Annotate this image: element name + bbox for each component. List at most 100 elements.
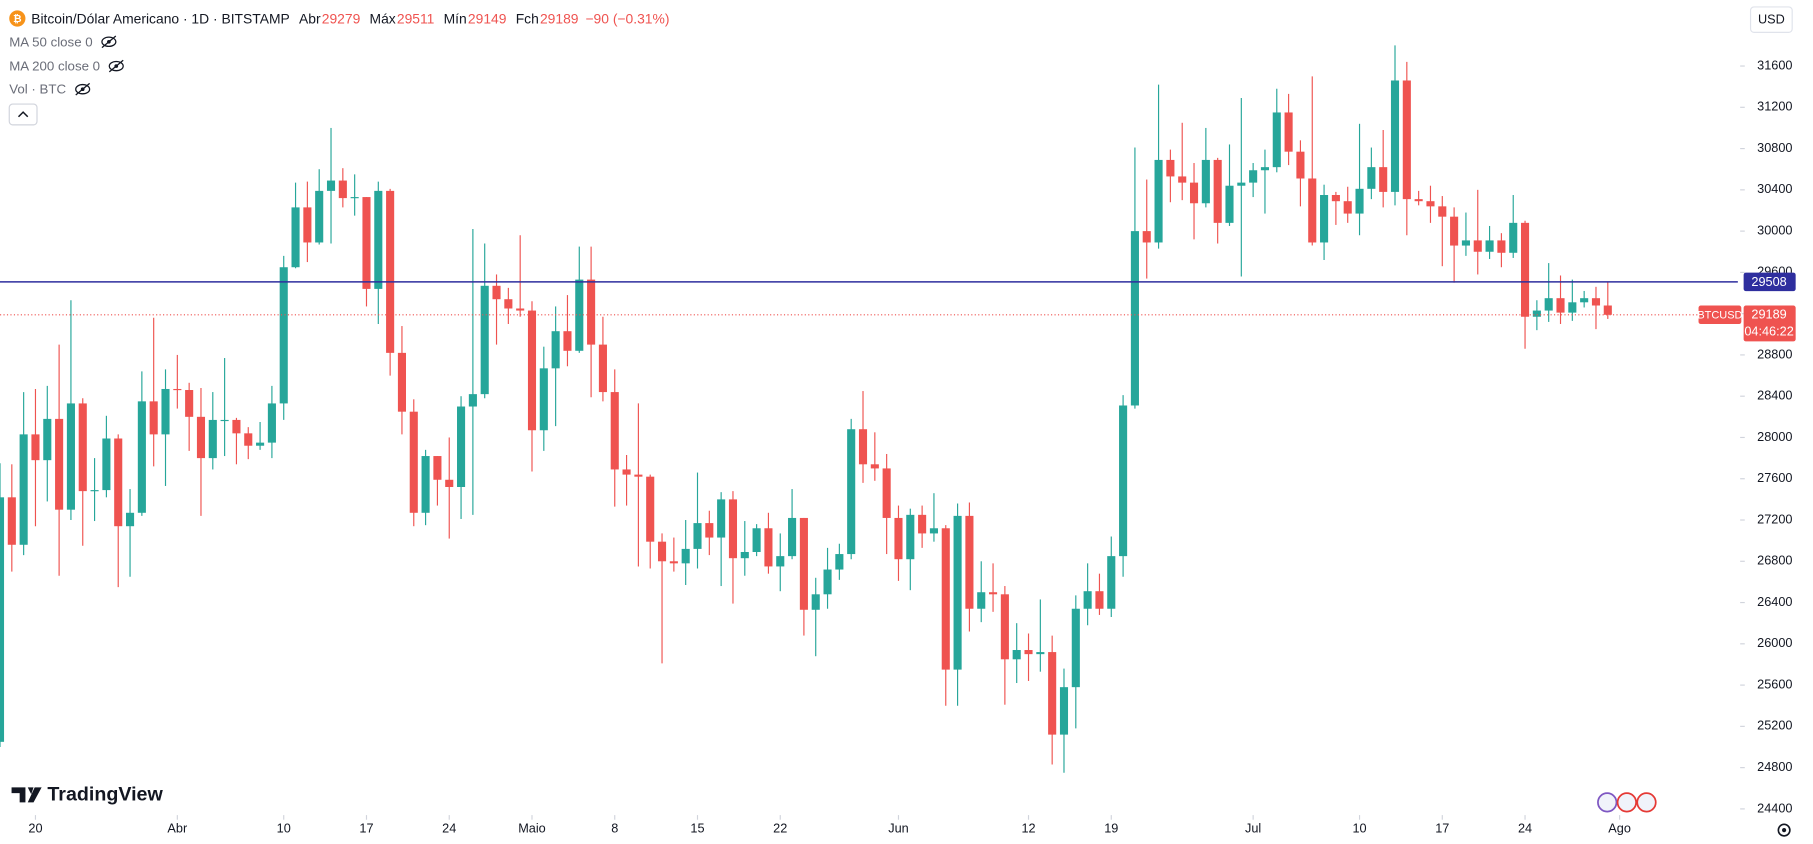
currency-button[interactable] — [1749, 6, 1793, 33]
candle-body — [717, 499, 726, 538]
candle-body — [1308, 178, 1317, 243]
candle-body — [66, 403, 75, 510]
candle-body — [1568, 302, 1577, 313]
candle-body — [315, 190, 324, 243]
candle-body — [421, 456, 430, 513]
candle-body — [858, 429, 868, 465]
settings-icon[interactable] — [1777, 823, 1791, 837]
candle-body — [220, 419, 229, 422]
visibility-toggle[interactable] — [108, 59, 124, 73]
legend: ₿ Bitcoin/Dólar Americano · 1D · BITSTAM… — [8, 10, 669, 126]
eye-slash — [101, 35, 117, 49]
candle-body — [397, 352, 406, 412]
eye-slash — [75, 82, 91, 96]
candle-body — [1390, 80, 1400, 192]
visibility-toggle[interactable] — [101, 35, 117, 49]
last-price-label: 29189 — [1751, 307, 1786, 322]
candle-body — [19, 434, 28, 545]
candle-body — [1355, 188, 1364, 214]
candle-body — [232, 419, 241, 434]
candle-body — [823, 569, 832, 595]
candle-body — [669, 561, 678, 564]
visibility-toggle[interactable] — [75, 82, 91, 96]
collapse-button[interactable] — [8, 103, 38, 126]
candle-body — [728, 499, 738, 559]
x-tick-label: 8 — [611, 820, 618, 835]
candle-body — [1556, 298, 1565, 313]
x-tick-label: Ago — [1608, 820, 1631, 835]
candle-body — [1296, 151, 1305, 179]
x-tick-label: 17 — [359, 820, 373, 835]
y-tick-label: 28000 — [1757, 429, 1792, 444]
candle-body — [1414, 199, 1423, 202]
candle-body — [1071, 608, 1080, 688]
candle-body — [1343, 201, 1352, 214]
candle-body — [55, 418, 64, 510]
candle-body — [0, 497, 5, 742]
candle-body — [610, 392, 619, 470]
eye-icon — [108, 60, 124, 72]
candle-body — [598, 344, 607, 393]
candle-body — [1320, 195, 1329, 243]
candle-body — [125, 512, 135, 527]
candle-body — [1520, 222, 1530, 317]
change-value: −90 (−0.31%) — [585, 10, 669, 26]
ohlc-label: Abr — [299, 10, 321, 26]
candle-body — [173, 388, 182, 391]
candle-body — [1284, 112, 1293, 152]
candle-body — [1509, 222, 1518, 253]
x-tick-label: 24 — [1518, 820, 1532, 835]
eye-slash — [108, 59, 124, 73]
currency-label: USD — [1758, 12, 1785, 27]
candle-body — [1059, 687, 1069, 735]
candle-body — [1201, 159, 1210, 204]
candle-body — [256, 442, 265, 446]
x-tick-label: 10 — [277, 820, 291, 835]
candle-body — [835, 554, 844, 570]
candle-body — [646, 476, 655, 542]
candle-body — [1178, 176, 1187, 183]
candle-body — [492, 285, 501, 300]
candle-body — [409, 411, 418, 513]
watermark-text: TradingView — [47, 784, 163, 806]
y-tick-label: 25200 — [1757, 718, 1792, 733]
candle-body — [1154, 159, 1163, 243]
candle-body — [705, 523, 714, 538]
candle-body — [1367, 167, 1376, 189]
event-icon[interactable] — [1597, 792, 1618, 813]
y-tick-label: 27200 — [1757, 511, 1792, 526]
candle-body — [1402, 80, 1411, 200]
candle-body — [929, 528, 938, 534]
indicator-legend: Vol · BTC — [9, 82, 66, 97]
candle-body — [977, 592, 986, 609]
candle-body — [208, 419, 217, 459]
indicator-legend: MA 50 close 0 — [9, 34, 92, 49]
candle-body — [362, 197, 371, 289]
btc-icon-glyph: ₿ — [13, 13, 21, 25]
candle-body — [386, 190, 395, 353]
y-tick-label: 28800 — [1757, 346, 1792, 361]
symbol-badge-label: BTCUSD — [1697, 309, 1742, 321]
collapse-chevron — [17, 111, 29, 118]
candle-body — [1485, 240, 1494, 252]
candle-body — [1213, 159, 1222, 223]
candle-body — [516, 308, 525, 311]
x-tick-label: Maio — [518, 820, 546, 835]
candle-body — [1260, 167, 1270, 171]
candle-body — [918, 514, 927, 534]
candle-body — [43, 418, 52, 461]
candle-body — [1450, 216, 1459, 246]
candle-body — [847, 429, 856, 555]
candle-body — [1107, 556, 1116, 609]
ohlc-value: 29279 — [322, 10, 361, 26]
candle-body — [1497, 240, 1506, 253]
candle-body — [1426, 201, 1435, 207]
candle-body — [1142, 231, 1151, 243]
settings-icon-center — [1782, 828, 1787, 833]
candle-body — [1048, 652, 1057, 735]
event-icon[interactable] — [1616, 792, 1637, 813]
symbol-legend: Bitcoin/Dólar Americano · 1D · BITSTAMP A… — [31, 10, 669, 26]
x-tick-label: 15 — [690, 820, 704, 835]
event-icon[interactable] — [1636, 792, 1657, 813]
ohlc-label: Fch — [516, 10, 539, 26]
